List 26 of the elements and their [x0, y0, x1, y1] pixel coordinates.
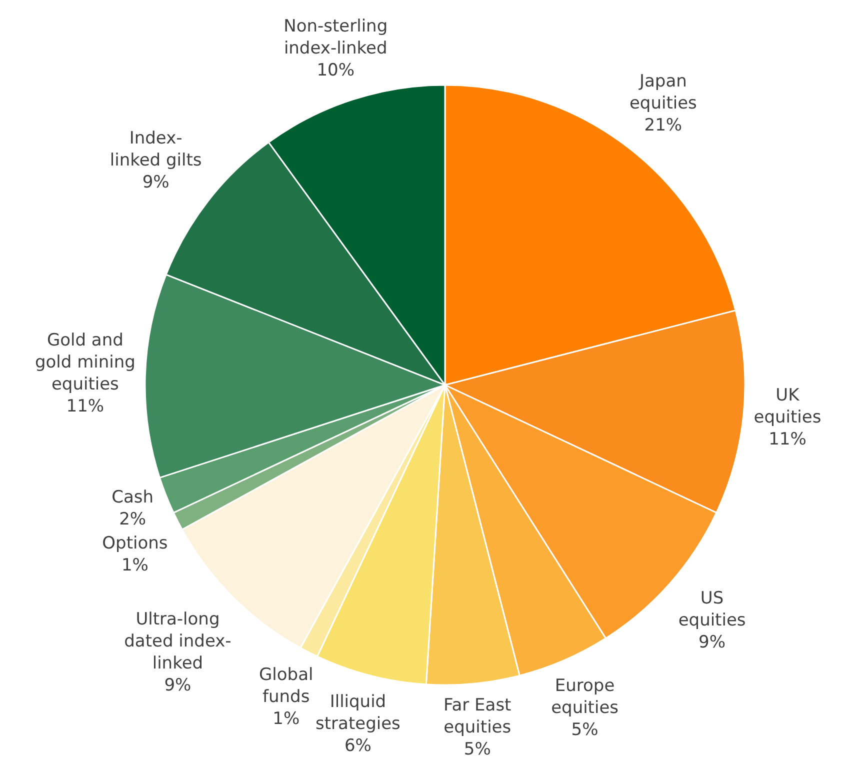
data-label: 9% — [164, 675, 192, 696]
slice-label: UK equities — [754, 385, 822, 428]
data-label: 9% — [142, 172, 170, 193]
data-label: 10% — [316, 60, 355, 80]
data-label: 5% — [571, 720, 598, 740]
slice-label: Cash — [112, 488, 154, 508]
data-label: 11% — [768, 429, 806, 450]
slice-label: US equities — [678, 588, 746, 630]
slice-label: Far East equities — [444, 695, 512, 738]
slice-label: Europe equities — [551, 676, 619, 718]
slice-label: Illiquid strategies — [316, 692, 401, 734]
slice-label: Gold and gold mining equities — [34, 330, 136, 395]
slice-label: Index- linked gilts — [110, 128, 202, 171]
data-label: 9% — [698, 632, 726, 652]
slice-label: Japan equities — [629, 72, 698, 114]
data-label: 1% — [121, 556, 148, 576]
data-label: 5% — [464, 739, 491, 760]
data-label: 11% — [66, 396, 104, 417]
slice-label: Non-sterling index-linked — [284, 16, 388, 58]
data-label: 2% — [119, 510, 146, 530]
data-label: 1% — [272, 708, 300, 729]
slice-label: Ultra-long dated index- linked — [124, 609, 232, 674]
slice-label: Global funds — [258, 664, 314, 707]
slice-label: Options — [102, 534, 168, 554]
data-label: 6% — [344, 736, 372, 756]
data-label: 21% — [644, 116, 682, 136]
